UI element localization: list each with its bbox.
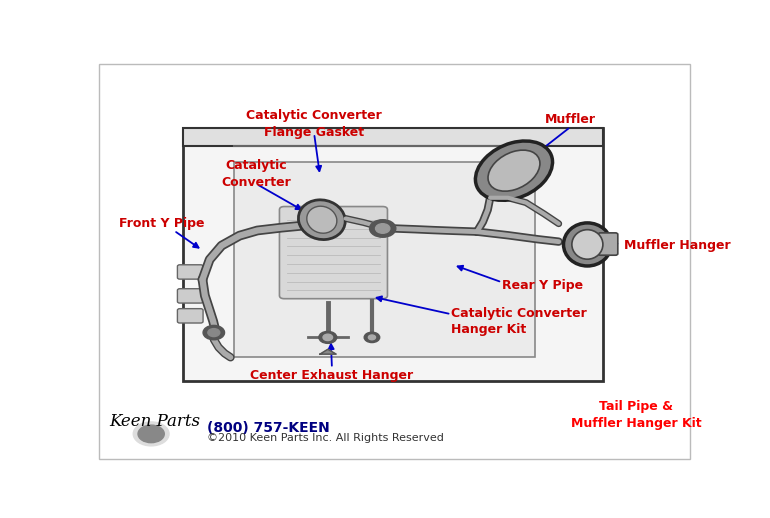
Text: Front Y Pipe: Front Y Pipe bbox=[119, 217, 205, 230]
Text: Keen Parts: Keen Parts bbox=[109, 413, 200, 430]
FancyBboxPatch shape bbox=[182, 128, 604, 146]
Circle shape bbox=[203, 325, 225, 340]
Text: Muffler: Muffler bbox=[545, 113, 596, 126]
Circle shape bbox=[368, 335, 376, 340]
Ellipse shape bbox=[475, 141, 553, 200]
FancyBboxPatch shape bbox=[598, 233, 618, 255]
Text: Center Exhaust Hanger: Center Exhaust Hanger bbox=[250, 369, 413, 382]
Text: Tail Pipe &
Muffler Hanger Kit: Tail Pipe & Muffler Hanger Kit bbox=[571, 400, 701, 430]
Circle shape bbox=[138, 425, 164, 443]
FancyBboxPatch shape bbox=[177, 289, 203, 303]
Circle shape bbox=[208, 328, 219, 337]
Ellipse shape bbox=[572, 229, 603, 259]
Circle shape bbox=[323, 334, 333, 340]
Ellipse shape bbox=[299, 200, 345, 240]
Ellipse shape bbox=[564, 223, 611, 266]
FancyBboxPatch shape bbox=[182, 128, 604, 381]
FancyBboxPatch shape bbox=[280, 207, 387, 299]
FancyBboxPatch shape bbox=[177, 265, 203, 279]
Circle shape bbox=[133, 422, 169, 446]
Ellipse shape bbox=[306, 206, 336, 233]
Circle shape bbox=[364, 332, 380, 342]
Text: Rear Y Pipe: Rear Y Pipe bbox=[502, 279, 583, 292]
Ellipse shape bbox=[488, 150, 540, 191]
Text: ©2010 Keen Parts Inc. All Rights Reserved: ©2010 Keen Parts Inc. All Rights Reserve… bbox=[206, 433, 444, 443]
Circle shape bbox=[370, 220, 396, 237]
FancyBboxPatch shape bbox=[233, 162, 535, 357]
Circle shape bbox=[376, 224, 390, 233]
Text: (800) 757-KEEN: (800) 757-KEEN bbox=[206, 421, 330, 435]
Polygon shape bbox=[320, 349, 336, 354]
Text: Catalytic Converter
Hanger Kit: Catalytic Converter Hanger Kit bbox=[451, 307, 587, 336]
Text: Muffler Hanger: Muffler Hanger bbox=[624, 239, 731, 252]
Text: Catalytic
Converter: Catalytic Converter bbox=[221, 159, 291, 189]
Circle shape bbox=[319, 332, 336, 343]
Text: Catalytic Converter
Flange Gasket: Catalytic Converter Flange Gasket bbox=[246, 109, 382, 139]
FancyBboxPatch shape bbox=[177, 309, 203, 323]
